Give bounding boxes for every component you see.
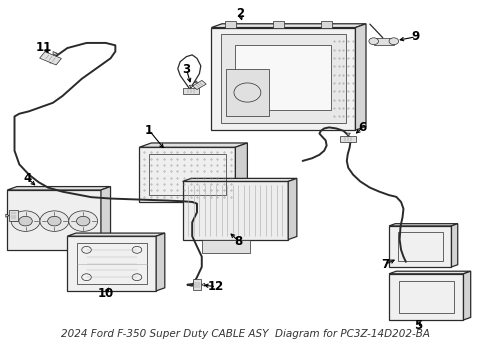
Polygon shape [451, 224, 458, 267]
Polygon shape [321, 21, 332, 28]
Text: 11: 11 [36, 41, 52, 54]
Circle shape [389, 38, 399, 45]
Polygon shape [374, 38, 394, 45]
Polygon shape [183, 181, 288, 240]
Polygon shape [193, 279, 201, 290]
Polygon shape [225, 21, 236, 28]
Polygon shape [40, 52, 61, 65]
Polygon shape [183, 88, 199, 94]
Text: 8: 8 [235, 235, 243, 248]
Text: 3: 3 [182, 63, 191, 76]
Polygon shape [194, 81, 197, 83]
Text: 10: 10 [98, 287, 114, 300]
Polygon shape [389, 224, 458, 226]
Polygon shape [226, 68, 269, 117]
Circle shape [369, 38, 378, 45]
Polygon shape [53, 51, 57, 55]
Circle shape [69, 211, 98, 231]
Polygon shape [193, 80, 206, 90]
Polygon shape [288, 178, 297, 240]
Polygon shape [235, 143, 247, 202]
Polygon shape [139, 143, 247, 147]
Polygon shape [9, 210, 18, 221]
Text: 5: 5 [414, 319, 422, 332]
Polygon shape [235, 45, 331, 110]
Circle shape [76, 216, 90, 226]
Polygon shape [211, 28, 355, 130]
Circle shape [19, 216, 32, 226]
Polygon shape [7, 186, 111, 190]
Polygon shape [464, 271, 471, 320]
Polygon shape [202, 240, 250, 253]
Polygon shape [201, 283, 205, 286]
Polygon shape [156, 233, 165, 291]
Polygon shape [211, 24, 366, 28]
Text: 12: 12 [208, 280, 224, 293]
Text: 7: 7 [382, 258, 390, 271]
Text: 4: 4 [24, 171, 31, 185]
Polygon shape [67, 236, 156, 291]
Circle shape [11, 211, 40, 231]
Polygon shape [221, 35, 346, 123]
Text: 9: 9 [412, 30, 420, 43]
Text: 6: 6 [359, 121, 367, 134]
Text: 1: 1 [145, 123, 153, 137]
Polygon shape [7, 190, 101, 250]
Circle shape [48, 216, 61, 226]
Polygon shape [101, 186, 111, 250]
Polygon shape [389, 271, 471, 274]
Polygon shape [189, 85, 194, 88]
Polygon shape [273, 21, 284, 28]
Polygon shape [389, 274, 464, 320]
Circle shape [40, 211, 69, 231]
Polygon shape [6, 214, 9, 217]
Polygon shape [183, 178, 297, 181]
Polygon shape [67, 233, 165, 236]
Text: 2: 2 [236, 7, 244, 21]
Text: 2024 Ford F-350 Super Duty CABLE ASY  Diagram for PC3Z-14D202-BA: 2024 Ford F-350 Super Duty CABLE ASY Dia… [60, 329, 430, 339]
Polygon shape [346, 133, 350, 136]
Polygon shape [355, 24, 366, 130]
Polygon shape [139, 147, 235, 202]
Polygon shape [341, 136, 356, 142]
Polygon shape [389, 226, 451, 267]
